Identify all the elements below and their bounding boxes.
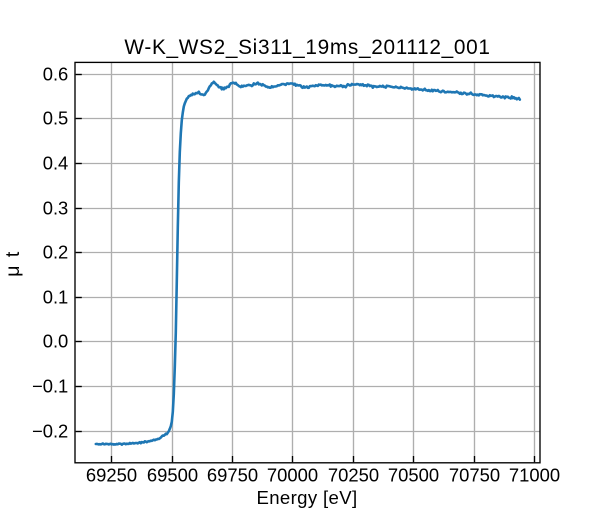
svg-text:70000: 70000 bbox=[267, 465, 318, 486]
svg-text:W-K_WS2_Si311_19ms_201112_001: W-K_WS2_Si311_19ms_201112_001 bbox=[124, 36, 490, 59]
svg-text:0.1: 0.1 bbox=[43, 287, 69, 308]
svg-text:69250: 69250 bbox=[86, 465, 137, 486]
svg-text:70250: 70250 bbox=[328, 465, 379, 486]
svg-text:0.4: 0.4 bbox=[43, 153, 69, 174]
svg-text:0.2: 0.2 bbox=[43, 242, 69, 263]
svg-text:0.0: 0.0 bbox=[43, 331, 69, 352]
svg-text:69750: 69750 bbox=[207, 465, 258, 486]
svg-text:0.6: 0.6 bbox=[43, 64, 69, 85]
svg-text:70500: 70500 bbox=[388, 465, 439, 486]
svg-text:−0.2: −0.2 bbox=[32, 421, 68, 442]
svg-text:70750: 70750 bbox=[449, 465, 500, 486]
svg-text:0.3: 0.3 bbox=[43, 198, 69, 219]
svg-text:0.5: 0.5 bbox=[43, 108, 69, 129]
svg-text:−0.1: −0.1 bbox=[32, 376, 68, 397]
svg-text:71000: 71000 bbox=[509, 465, 560, 486]
svg-text:69500: 69500 bbox=[147, 465, 198, 486]
svg-text:μ t: μ t bbox=[2, 250, 24, 276]
svg-text:Energy [eV]: Energy [eV] bbox=[256, 487, 357, 508]
